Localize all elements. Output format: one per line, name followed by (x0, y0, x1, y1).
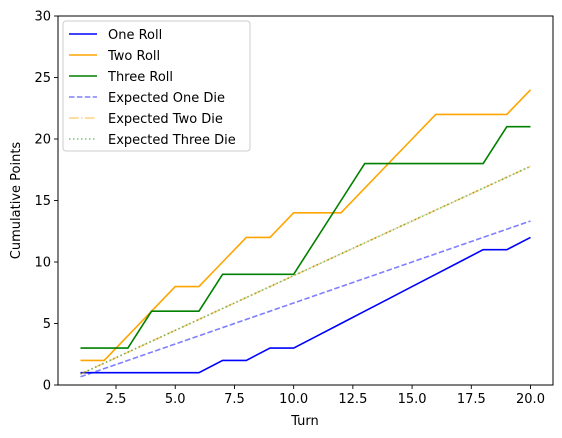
legend-label-two-roll: Two Roll (107, 49, 160, 64)
x-tick-label: 20.0 (516, 392, 545, 407)
series-line-expected-one-die (80, 220, 531, 378)
series-line-expected-three-die (80, 165, 531, 375)
x-tick-label: 12.5 (338, 392, 367, 407)
x-tick-label: 2.5 (106, 392, 127, 407)
plot-lines (80, 89, 532, 378)
x-tick-label: 5.0 (165, 392, 186, 407)
y-tick-label: 25 (34, 71, 51, 86)
y-tick-label: 15 (34, 194, 51, 209)
x-tick-label: 17.5 (457, 392, 486, 407)
y-tick-label: 5 (43, 317, 51, 332)
legend-label-one-roll: One Roll (108, 28, 162, 43)
x-tick-label: 15.0 (398, 392, 427, 407)
x-tick-label: 7.5 (224, 392, 245, 407)
series-line-one-roll (80, 236, 531, 374)
legend-label-expected-one-die: Expected One Die (108, 91, 225, 106)
y-axis-ticks: 0 5 10 15 20 25 30 (34, 10, 58, 394)
series-line-three-roll (80, 125, 531, 349)
x-tick-label: 10.0 (279, 392, 308, 407)
legend-label-expected-three-die: Expected Three Die (108, 133, 236, 148)
legend: One Roll Two Roll Three Roll Expected One D… (62, 20, 251, 152)
y-tick-label: 30 (34, 10, 51, 25)
series-line-two-roll (80, 89, 532, 362)
legend-label-three-roll: Three Roll (107, 70, 173, 85)
x-axis-ticks: 2.5 5.0 7.5 10.0 12.5 15.0 17.5 20.0 (106, 385, 545, 407)
y-axis-label: Cumulative Points (9, 142, 24, 260)
legend-box (62, 20, 251, 152)
y-tick-label: 10 (34, 256, 51, 271)
x-axis-label: Turn (290, 414, 319, 429)
series-line-expected-two-die (80, 165, 531, 375)
y-tick-label: 20 (34, 133, 51, 148)
legend-label-expected-two-die: Expected Two Die (108, 112, 223, 127)
y-tick-label: 0 (43, 379, 51, 394)
